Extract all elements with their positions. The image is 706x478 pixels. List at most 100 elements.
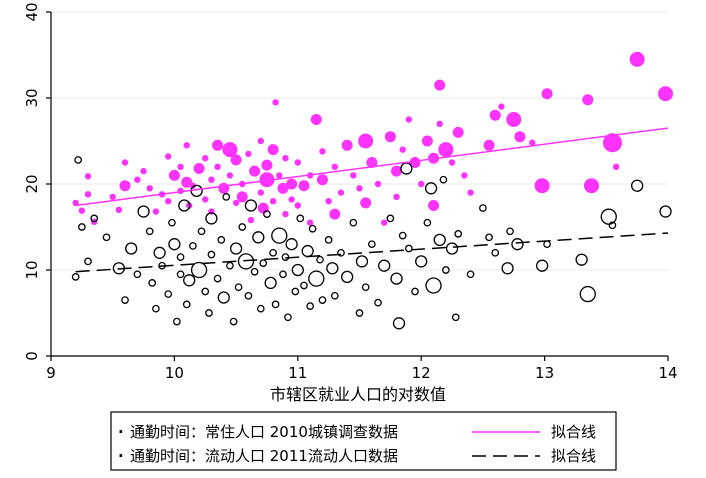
migrant-point xyxy=(252,231,265,244)
migrant-point xyxy=(355,309,364,317)
migrant-point xyxy=(234,283,243,292)
resident-point xyxy=(434,79,446,91)
migrant-point xyxy=(433,233,446,247)
migrant-point xyxy=(205,212,218,225)
migrant-point xyxy=(361,283,370,292)
migrant-point xyxy=(279,270,287,279)
migrant-point xyxy=(349,218,358,227)
migrant-point xyxy=(213,274,222,283)
migrant-point xyxy=(178,199,191,212)
migrant-point xyxy=(259,259,268,267)
migrant-point xyxy=(229,317,238,326)
migrant-point xyxy=(121,296,129,304)
resident-point xyxy=(629,51,645,67)
legend-marker: · xyxy=(118,423,124,441)
resident-point xyxy=(438,142,454,158)
legend-marker: · xyxy=(118,447,124,465)
x-tick-label: 11 xyxy=(288,364,307,382)
x-tick-label: 14 xyxy=(658,364,677,382)
migrant-point xyxy=(84,257,92,266)
resident-point xyxy=(165,198,172,205)
resident-point xyxy=(214,163,221,170)
resident-point xyxy=(257,137,264,145)
migrant-point xyxy=(405,244,413,253)
migrant-point xyxy=(424,182,438,195)
migrant-point xyxy=(291,263,304,277)
migrant-point xyxy=(454,230,463,238)
migrant-point xyxy=(190,261,208,279)
migrant-point xyxy=(600,208,617,225)
migrant-point xyxy=(324,236,333,244)
migrant-point xyxy=(411,287,419,296)
resident-point xyxy=(310,114,322,125)
resident-point xyxy=(267,144,279,156)
y-tick-label: 0 xyxy=(23,351,41,361)
migrant-point xyxy=(386,214,395,223)
resident-point xyxy=(109,193,116,201)
resident-point xyxy=(282,155,289,162)
migrant-point xyxy=(256,304,265,313)
resident-point xyxy=(259,172,275,188)
migrant-point xyxy=(367,240,376,249)
resident-point xyxy=(193,163,205,175)
migrant-point xyxy=(337,248,345,257)
migrant-point xyxy=(374,298,382,307)
resident-point xyxy=(272,99,279,106)
migrant-point xyxy=(152,304,160,313)
resident-point xyxy=(436,120,443,128)
fit-lines xyxy=(75,127,669,273)
migrant-point xyxy=(579,285,596,303)
resident-point xyxy=(230,154,242,166)
migrant-point xyxy=(263,210,271,218)
resident-point xyxy=(452,126,464,138)
x-tick-label: 12 xyxy=(412,364,431,382)
migrant-point xyxy=(222,193,231,201)
migrant-point xyxy=(341,270,354,284)
migrant-point xyxy=(205,309,213,317)
resident-point xyxy=(489,109,501,121)
migrant-point xyxy=(229,242,243,255)
migrant-point xyxy=(244,291,253,300)
migrant-point xyxy=(145,227,154,236)
migrant-point xyxy=(137,205,150,218)
migrant-point xyxy=(442,266,450,274)
resident-point xyxy=(461,172,468,179)
migrant-point xyxy=(445,242,459,255)
resident-point xyxy=(448,159,456,166)
migrant-point xyxy=(133,270,142,279)
resident-point xyxy=(582,94,594,106)
resident-point xyxy=(384,131,396,143)
migrant-point xyxy=(296,214,305,223)
resident-point xyxy=(189,182,197,189)
legend: · 通勤时间：常住人口 2010城镇调查数据 拟合线· 通勤时间：流动人口 2011流… xyxy=(110,411,617,471)
migrant-point xyxy=(78,223,86,231)
resident-point xyxy=(140,167,147,175)
migrant-point xyxy=(326,262,339,275)
resident-point xyxy=(294,159,301,166)
resident-point xyxy=(294,202,301,209)
resident-point xyxy=(298,180,310,192)
migrant-point xyxy=(330,291,339,300)
resident-point xyxy=(84,191,92,198)
grid xyxy=(51,11,668,357)
legend-line-label: 拟合线 xyxy=(551,423,596,441)
resident-point xyxy=(288,196,295,203)
migrant-point xyxy=(306,302,314,310)
migrant-point xyxy=(575,253,588,266)
migrant-point xyxy=(182,300,191,309)
legend-box xyxy=(110,411,617,471)
migrant-point xyxy=(173,317,181,326)
resident-point xyxy=(514,131,526,143)
migrant-point xyxy=(378,259,391,272)
migrant-point xyxy=(355,255,369,268)
resident-point xyxy=(325,198,332,205)
resident-point xyxy=(181,176,193,188)
resident-point xyxy=(212,139,224,151)
resident-point xyxy=(356,185,363,192)
resident-point xyxy=(583,178,599,194)
migrant-point xyxy=(217,236,226,244)
resident-point xyxy=(360,197,372,209)
resident-point xyxy=(391,165,403,177)
resident-point xyxy=(331,163,339,170)
y-tick-label: 40 xyxy=(23,2,41,21)
